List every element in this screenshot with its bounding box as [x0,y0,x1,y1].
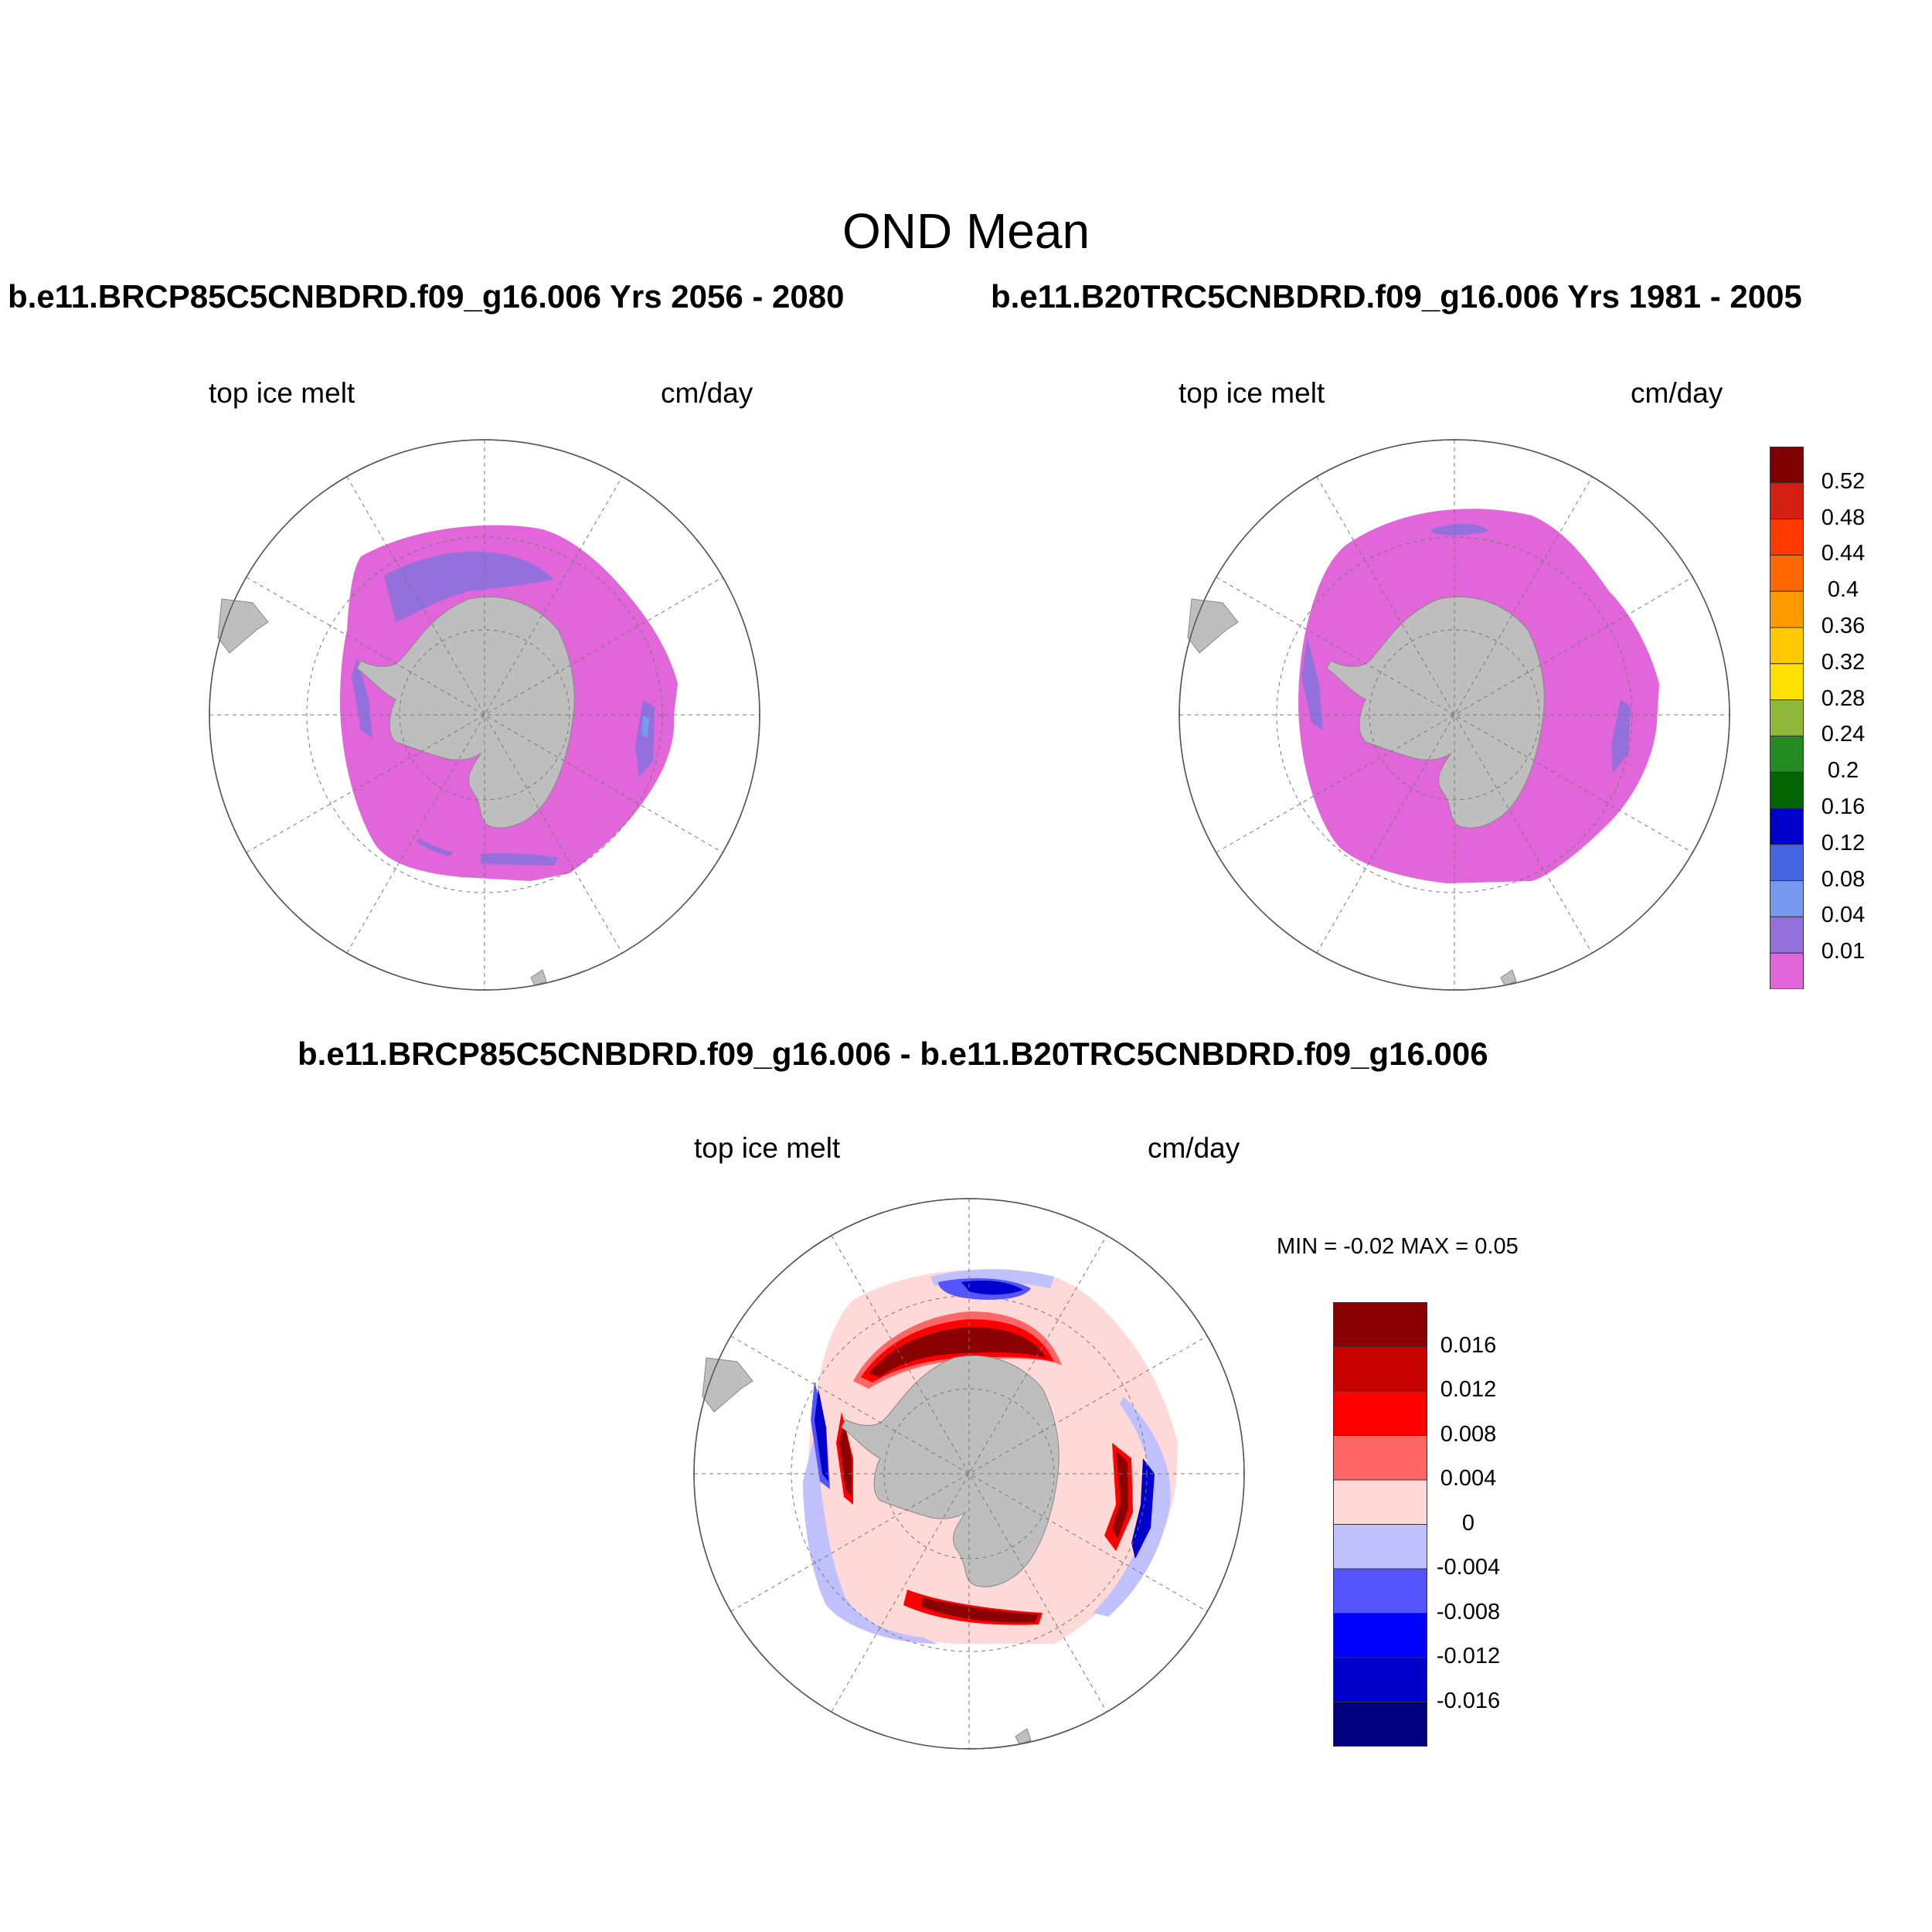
colorbar-tick-label: 0.016 [1440,1332,1497,1358]
colorbar-tick-label: 0.16 [1821,794,1866,819]
colorbar-swatch [1770,771,1804,809]
colorbar-tick-label: -0.008 [1436,1599,1501,1624]
colorbar-tick-label: 0.48 [1821,505,1866,530]
colorbar-tick-label: 0.4 [1827,577,1859,603]
colorbar-swatch [1770,663,1804,701]
colorbar-swatch [1770,482,1804,520]
colorbar-swatch [1333,1524,1427,1570]
colorbar-tick-label: -0.004 [1436,1555,1501,1580]
colorbar-swatch [1770,447,1804,484]
colorbar-swatch [1333,1702,1427,1747]
colorbar-tick-label: 0.44 [1821,541,1866,566]
colorbar-swatch [1770,808,1804,845]
colorbar-swatch [1770,916,1804,954]
colorbar-swatch [1770,735,1804,773]
panel3-polar-map [693,1198,1245,1750]
colorbar-tick-label: 0.24 [1821,722,1866,747]
panel1-variable-label: top ice melt [209,377,355,409]
panel3-min-max: MIN = -0.02 MAX = 0.05 [1277,1234,1519,1259]
colorbar-swatch [1770,519,1804,556]
colorbar-swatch [1770,590,1804,628]
colorbar-tick-label: 0.008 [1440,1421,1497,1447]
colorbar-1 [1770,447,1804,989]
panel2-variable-label: top ice melt [1179,377,1325,409]
colorbar-tick-label: -0.016 [1436,1688,1501,1713]
colorbar-tick-label: 0 [1461,1510,1475,1536]
panel2-run-title: b.e11.B20TRC5CNBDRD.f09_g16.006 Yrs 1981… [991,278,1802,315]
colorbar-tick-label: 0.04 [1821,903,1866,928]
colorbar-tick-label: 0.004 [1440,1466,1497,1491]
colorbar-swatch [1770,952,1804,989]
colorbar-swatch [1770,880,1804,917]
colorbar-swatch [1333,1657,1427,1702]
colorbar-swatch [1770,699,1804,736]
panel3-variable-label: top ice melt [694,1132,841,1164]
colorbar-swatch [1333,1568,1427,1614]
panel1-polar-map [209,439,760,991]
colorbar-tick-label: 0.32 [1821,649,1866,675]
colorbar-swatch [1770,627,1804,665]
colorbar-tick-label: 0.36 [1821,614,1866,638]
panel3-units-label: cm/day [1148,1132,1240,1164]
figure-title: OND Mean [842,203,1090,259]
panel2-units-label: cm/day [1631,377,1723,409]
colorbar-swatch [1333,1479,1427,1525]
colorbar-tick-label: 0.12 [1821,830,1866,855]
colorbar-2 [1333,1302,1427,1747]
colorbar-swatch [1333,1435,1427,1481]
panel1-run-title: b.e11.BRCP85C5CNBDRD.f09_g16.006 Yrs 205… [8,278,845,315]
colorbar-tick-label: 0.52 [1821,468,1866,494]
colorbar-tick-label: 0.012 [1440,1377,1497,1402]
colorbar-tick-label: 0.08 [1821,866,1866,892]
colorbar-tick-label: 0.01 [1821,939,1866,964]
panel2-polar-map [1179,439,1730,991]
colorbar-tick-label: 0.28 [1821,685,1866,711]
colorbar-swatch [1333,1302,1427,1347]
colorbar-tick-label: -0.012 [1436,1644,1501,1668]
colorbar-tick-label: 0.2 [1827,758,1859,784]
colorbar-swatch [1333,1613,1427,1658]
panel3-run-title: b.e11.BRCP85C5CNBDRD.f09_g16.006 - b.e11… [298,1036,1488,1072]
colorbar-swatch [1770,844,1804,882]
colorbar-swatch [1770,554,1804,592]
panel1-units-label: cm/day [661,377,753,409]
colorbar-swatch [1333,1346,1427,1392]
colorbar-swatch [1333,1390,1427,1436]
